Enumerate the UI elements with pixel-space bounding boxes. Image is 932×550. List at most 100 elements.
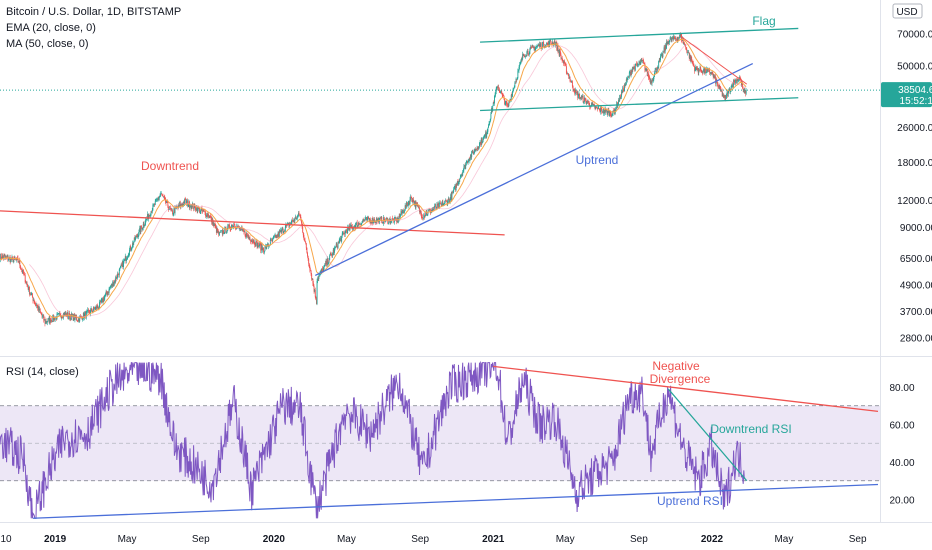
candle-body [282, 228, 284, 233]
candle-body [482, 142, 483, 144]
candle-body [531, 46, 533, 48]
candle-body [634, 63, 636, 71]
rsi-legend[interactable]: RSI (14, close) [6, 366, 79, 378]
candle-body [356, 222, 358, 224]
candle-body [94, 307, 96, 310]
candle-body [235, 228, 237, 229]
candle-body [547, 41, 549, 45]
candle-body [464, 165, 466, 169]
annotation-flag: Flag [752, 14, 775, 28]
candle-body [179, 203, 181, 206]
candle-body [88, 309, 90, 311]
candle-body [421, 216, 423, 218]
candle-body [359, 223, 361, 225]
candle-body [78, 318, 80, 322]
candle-body [254, 244, 256, 246]
candle-body [564, 63, 566, 65]
candle-body [724, 95, 726, 98]
candle-body [87, 309, 88, 312]
candle-body [53, 317, 55, 321]
candle-body [420, 212, 422, 217]
candle-body [287, 222, 289, 224]
candle-body [169, 206, 171, 209]
candle-body [458, 180, 459, 185]
candle-body [474, 148, 476, 152]
candle-body [190, 205, 192, 208]
candle-body [257, 242, 259, 248]
candle-body [152, 204, 154, 211]
candle-body [203, 211, 205, 212]
candle-body [105, 291, 107, 294]
candle-body [70, 313, 72, 320]
candle-body [210, 217, 212, 218]
candle-body [395, 218, 397, 220]
candle-body [618, 99, 619, 104]
candle-body [614, 109, 616, 113]
candle-body [42, 316, 44, 317]
candle-body [324, 263, 326, 266]
candle-body [19, 260, 21, 266]
candle-body [549, 40, 551, 42]
price-tag-bg [881, 82, 932, 108]
candle-body [199, 211, 201, 213]
candle-body [704, 67, 706, 73]
candle-body [488, 123, 490, 126]
candle-body [296, 218, 298, 220]
candle-body [140, 226, 142, 233]
candle-body [579, 97, 581, 99]
ma-legend[interactable]: MA (50, close, 0) [6, 38, 89, 50]
candle-body [701, 72, 703, 74]
candle-body [613, 110, 615, 112]
candle-body [429, 208, 431, 214]
candle-body [646, 68, 648, 76]
candle-body [57, 313, 59, 315]
candle-body [229, 224, 231, 229]
candle-body [113, 283, 115, 286]
candle-body [696, 68, 698, 70]
candle-body [607, 110, 609, 112]
candle-body [379, 217, 381, 219]
candle-body [25, 282, 27, 283]
candle-body [120, 266, 121, 268]
candle-body [280, 230, 281, 232]
candle-body [548, 41, 550, 47]
candle-body [90, 308, 92, 310]
candle-body [726, 92, 728, 94]
candle-body [129, 246, 131, 250]
time-axis-label: May [118, 534, 137, 545]
candle-body [267, 243, 269, 247]
candle-body [417, 204, 419, 207]
candle-body [705, 72, 707, 74]
candle-body [13, 259, 15, 263]
candle-body [3, 257, 5, 259]
candle-body [269, 240, 271, 246]
candle-body [401, 211, 403, 214]
candle-body [514, 83, 516, 88]
candle-body [550, 40, 552, 44]
candle-body [649, 77, 651, 80]
candle-body [28, 286, 30, 294]
candle-body [190, 205, 192, 209]
candle-body [631, 70, 633, 73]
candle-body [504, 103, 506, 105]
ema-legend[interactable]: EMA (20, close, 0) [6, 22, 96, 34]
candle-body [583, 102, 585, 103]
candle-body [250, 241, 252, 242]
candle-body [248, 236, 250, 238]
candle-body [506, 100, 507, 104]
candle-body [162, 194, 163, 197]
candle-body [20, 268, 22, 269]
candle-body [575, 89, 577, 93]
candle-body [627, 76, 629, 78]
candle-body [451, 191, 453, 200]
candle-body [591, 102, 593, 106]
candle-body [644, 63, 646, 71]
candle-body [84, 312, 86, 314]
candle-body [186, 200, 188, 202]
candle-body [734, 81, 736, 84]
candle-body [736, 79, 738, 84]
candle-body [167, 201, 169, 207]
candle-body [156, 199, 158, 200]
candle-body [340, 238, 342, 242]
